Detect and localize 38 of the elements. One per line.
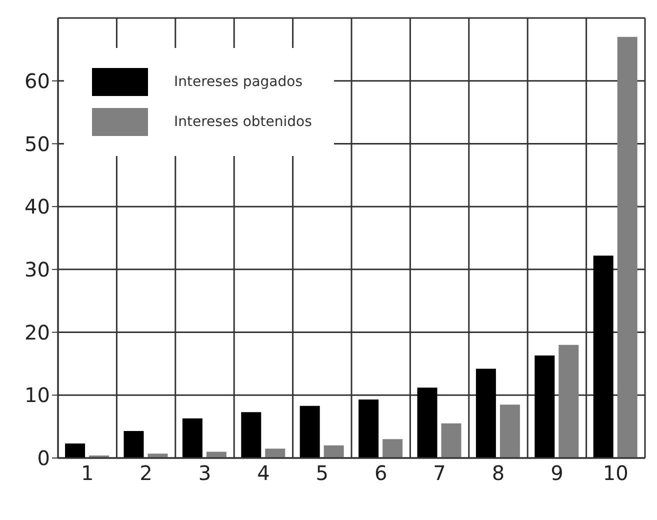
bar [124,430,144,458]
bar [558,344,579,458]
x-tick-label: 10 [602,461,628,486]
bar [65,444,86,458]
y-tick-label: 40 [24,194,50,219]
x-tick-label: 1 [80,461,94,486]
bar [206,452,226,458]
bar [265,448,286,458]
y-tick-label: 50 [24,132,50,156]
x-tick-label: 2 [140,461,152,486]
y-tick-label: 20 [24,320,50,344]
y-tick-label: 0 [37,446,50,470]
x-tick-label: 6 [374,461,388,486]
bar [441,423,462,458]
x-tick-label: 8 [492,461,505,486]
x-tick-label: 7 [433,461,446,486]
bar [324,445,344,458]
legend-label: Intereses pagados [174,74,302,90]
bar [358,400,379,458]
bar [500,404,520,458]
x-tick-label: 4 [257,461,270,486]
bar [476,368,496,458]
legend-label: Intereses obtenidos [174,114,312,130]
bar [534,356,555,458]
bar [593,256,614,458]
x-tick-label: 9 [550,461,564,486]
y-tick-label: 30 [24,258,50,282]
x-tick-label: 3 [198,461,212,486]
bar [182,418,202,458]
bar [617,36,638,458]
bar [300,406,320,458]
x-tick-label: 5 [316,461,329,486]
y-tick-label: 10 [24,383,50,408]
bar [382,439,403,458]
bar [148,454,168,458]
bar [241,412,262,458]
y-tick-label: 60 [24,68,50,93]
bar [417,388,438,458]
